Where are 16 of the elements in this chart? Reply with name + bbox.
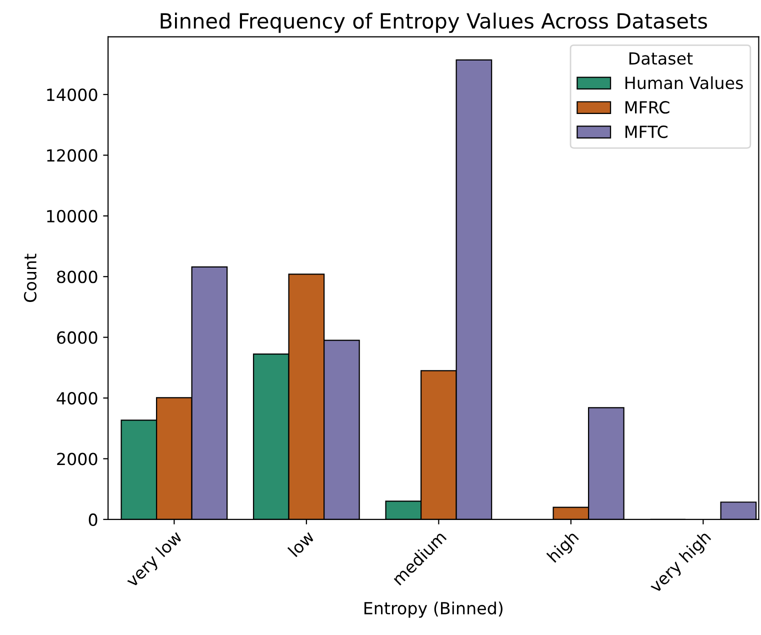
legend-title: Dataset xyxy=(629,52,693,65)
legend-label: MFRC xyxy=(625,101,670,114)
y-tick-label: 4000 xyxy=(56,392,98,405)
y-tick-label: 14000 xyxy=(47,88,98,102)
x-tick-label: low xyxy=(287,530,316,558)
chart-title: Binned Frequency of Entropy Values Across Datasets xyxy=(160,12,708,33)
y-tick-label: 0 xyxy=(88,513,98,526)
y-tick-label: 10000 xyxy=(47,210,98,222)
legend-label: Human Values xyxy=(625,76,743,90)
y-tick-label: 2000 xyxy=(57,452,98,466)
legend-label: MFTC xyxy=(625,126,668,138)
y-tick-label: 12000 xyxy=(47,149,98,162)
y-tick-label: 8000 xyxy=(57,270,98,284)
y-axis-title: Count xyxy=(24,254,37,302)
x-axis-title: Entropy (Binned) xyxy=(364,602,502,618)
y-tick-label: 6000 xyxy=(57,331,98,344)
